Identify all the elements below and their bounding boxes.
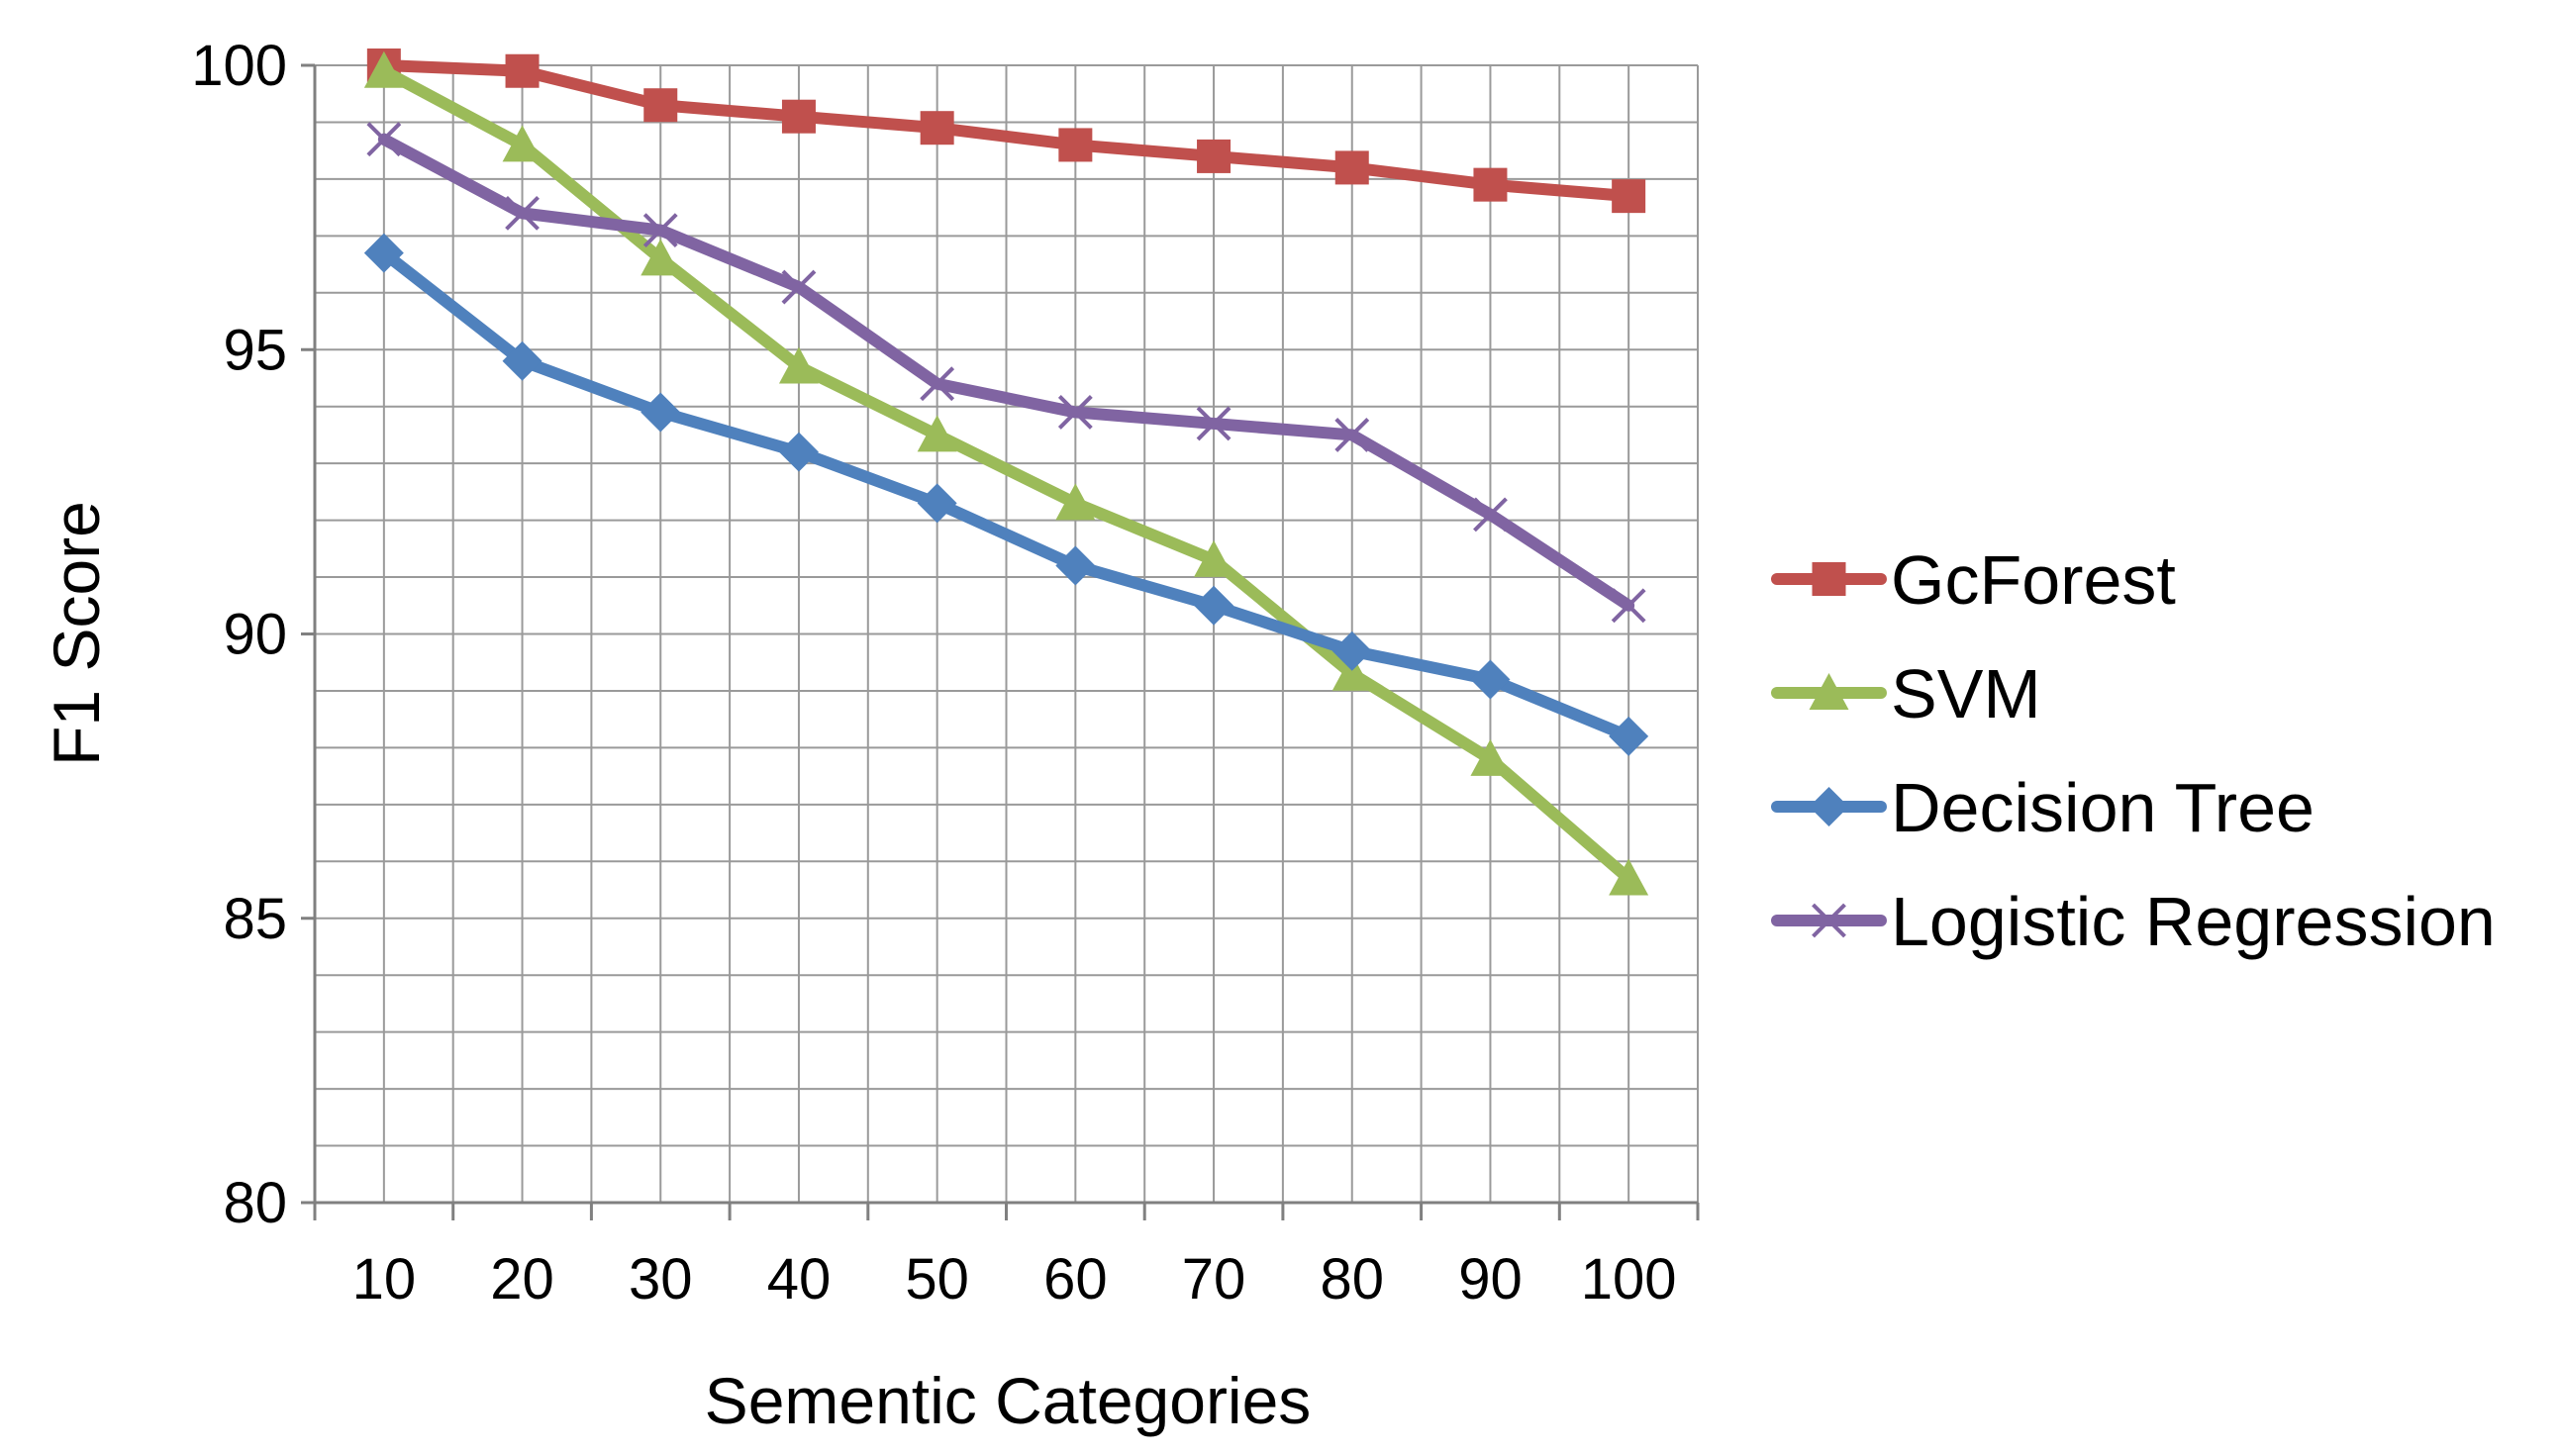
data-point <box>1470 738 1511 776</box>
series-line-logistic-regression <box>377 133 1635 612</box>
legend: GcForest SVM Decision Tree Logistic Regress… <box>1771 541 2496 960</box>
data-point <box>917 415 957 452</box>
legend-marker <box>1812 562 1846 596</box>
x-axis-title: Sementic Categories <box>705 1364 1312 1437</box>
x-tick-label: 60 <box>1043 1247 1108 1311</box>
series-group <box>363 49 1649 896</box>
data-point <box>1470 659 1511 700</box>
grid <box>315 64 1699 1203</box>
data-point <box>643 88 678 123</box>
data-point <box>363 50 404 88</box>
legend-item-svm: SVM <box>1771 655 2041 732</box>
data-point <box>505 53 540 88</box>
data-point <box>1473 497 1508 533</box>
data-point <box>1609 858 1649 896</box>
x-tick-label: 70 <box>1182 1247 1246 1311</box>
series-decision-tree <box>363 233 1649 756</box>
data-point <box>366 122 402 157</box>
data-point <box>505 195 540 231</box>
data-point <box>781 99 816 134</box>
x-tick-label: 100 <box>1581 1247 1677 1311</box>
data-point <box>1331 631 1372 671</box>
legend-label: SVM <box>1891 655 2041 732</box>
legend-item-logistic-regression: Logistic Regression <box>1771 883 2496 960</box>
y-tick-label: 85 <box>223 887 287 951</box>
y-tick-label: 100 <box>191 34 287 98</box>
data-point <box>920 111 954 146</box>
data-point <box>1196 406 1232 441</box>
data-point <box>778 346 819 384</box>
x-tick-label: 40 <box>767 1247 832 1311</box>
legend-label: Decision Tree <box>1891 769 2315 846</box>
series-gcforest <box>366 49 1646 214</box>
data-point <box>502 125 542 162</box>
data-point <box>1194 585 1234 626</box>
x-tick-label: 30 <box>629 1247 693 1311</box>
y-tick-label: 95 <box>223 318 287 382</box>
y-tick-label: 80 <box>223 1171 287 1235</box>
legend-marker <box>1809 673 1849 710</box>
data-point <box>640 239 681 276</box>
data-point <box>781 269 817 305</box>
series-logistic-regression <box>366 122 1646 624</box>
data-point <box>1331 653 1372 691</box>
data-point <box>1611 588 1646 624</box>
data-point <box>1197 139 1232 173</box>
legend-marker <box>1809 787 1849 826</box>
series-line-gcforest <box>377 59 1635 203</box>
legend-marker <box>1812 903 1846 938</box>
x-tick-label: 90 <box>1458 1247 1523 1311</box>
data-point <box>1058 128 1093 162</box>
legend-item-decision-tree: Decision Tree <box>1771 769 2315 846</box>
legend-item-gcforest: GcForest <box>1771 541 2176 619</box>
data-point <box>1473 167 1508 202</box>
data-point <box>363 233 404 273</box>
data-point <box>642 213 678 248</box>
data-point <box>920 366 955 402</box>
data-point <box>1334 150 1369 185</box>
data-point <box>1194 539 1234 577</box>
series-line-svm <box>377 64 1635 885</box>
data-point <box>640 392 681 433</box>
legend-label: GcForest <box>1891 541 2176 619</box>
y-axis-title: F1 Score <box>40 501 113 766</box>
data-point <box>1057 395 1093 430</box>
data-point <box>1055 545 1096 586</box>
data-point <box>1612 179 1646 214</box>
x-tick-label: 50 <box>905 1247 969 1311</box>
x-tick-label: 10 <box>352 1247 417 1311</box>
data-point <box>1334 418 1370 452</box>
series-line-decision-tree <box>377 246 1635 742</box>
legend-label: Logistic Regression <box>1891 883 2496 960</box>
x-tick-label: 80 <box>1320 1247 1384 1311</box>
y-tick-label: 90 <box>223 603 287 667</box>
data-point <box>1609 716 1649 756</box>
series-svm <box>363 50 1649 896</box>
data-point <box>1055 483 1096 521</box>
axes <box>301 63 1700 1220</box>
data-point <box>502 340 542 381</box>
data-point <box>917 483 957 524</box>
tick-labels: 80 85 90 95 100 10 20 30 40 50 60 70 80 90 100 <box>191 34 1676 1311</box>
x-tick-label: 20 <box>490 1247 554 1311</box>
data-point <box>778 432 819 472</box>
